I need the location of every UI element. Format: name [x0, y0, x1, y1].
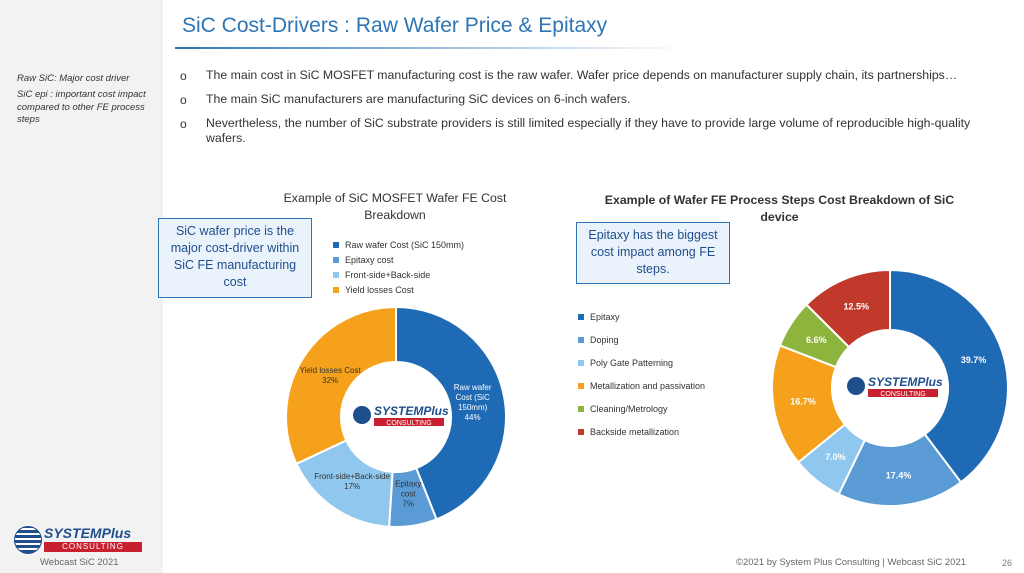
bullet-marker: o	[180, 69, 187, 83]
left-chart-legend-label: Raw wafer Cost (SiC 150mm)	[345, 240, 465, 250]
right-chart-legend-swatch	[578, 429, 584, 435]
bullet-text: The main SiC manufacturers are manufactu…	[206, 92, 631, 106]
left-chart-legend-swatch	[333, 272, 339, 278]
left-chart-legend-item: Yield losses Cost	[333, 285, 464, 295]
title-underline	[175, 47, 685, 49]
chart1-data-label-2: 7.0%	[825, 452, 846, 462]
bullet-marker: o	[180, 117, 187, 131]
chart0-slice-0	[395, 305, 507, 521]
side-note-sic-epi: SiC epi : important cost impact compared…	[17, 89, 146, 125]
page-number: 26	[1002, 558, 1013, 568]
chart1-data-label-1: 17.4%	[886, 471, 912, 481]
logo-consulting-text: CONSULTING	[880, 391, 925, 398]
chart0-slice-3	[285, 305, 397, 466]
left-chart-legend: Raw wafer Cost (SiC 150mm) Epitaxy cost Fr…	[333, 240, 464, 300]
right-chart-legend-label: Backside metallization	[590, 427, 680, 437]
right-chart-legend-item: Metallization and passivation	[578, 381, 705, 391]
left-chart-legend-item: Epitaxy cost	[333, 255, 464, 265]
logo-globe-icon	[14, 526, 42, 554]
right-chart-legend-swatch	[578, 406, 584, 412]
right-chart-legend-label: Epitaxy	[590, 312, 620, 322]
right-callout: Epitaxy has the biggest cost impact amon…	[576, 222, 730, 284]
chart0-data-label-1: Epitaxy cost 7%	[395, 480, 421, 509]
logo-consulting-text: CONSULTING	[386, 420, 431, 427]
bullet-text: Nevertheless, the number of SiC substrat…	[206, 116, 971, 145]
right-chart-legend-label: Cleaning/Metrology	[590, 404, 668, 414]
chart1-center-logo: SYSTEMPlus CONSULTING	[847, 375, 943, 398]
right-chart-legend-item: Backside metallization	[578, 427, 705, 437]
chart0-data-label-2: Front-side+Back-side 17%	[314, 472, 390, 491]
logo-globe-icon	[847, 377, 865, 395]
chart0-data-label-0: Raw wafer Cost (SiC 150mm) 44%	[454, 383, 492, 422]
chart1-data-label-3: 16.7%	[790, 397, 816, 407]
right-chart-legend-label: Metallization and passivation	[590, 381, 706, 391]
bullet-marker: o	[180, 93, 187, 107]
right-chart-legend-swatch	[578, 383, 584, 389]
chart1-data-label-5: 12.5%	[844, 302, 870, 312]
right-chart-legend-label: Poly Gate Patterning	[590, 358, 674, 368]
bullet-list: o The main cost in SiC MOSFET manufacturi…	[178, 68, 998, 155]
bullet-text: The main cost in SiC MOSFET manufacturin…	[206, 68, 958, 82]
logo-wordmark: SYSTEMPlus	[374, 404, 449, 418]
right-chart-legend-item: Poly Gate Patterning	[578, 358, 705, 368]
logo-consulting-bar	[868, 389, 938, 397]
company-logo: SYSTEMPlus CONSULTING	[14, 524, 144, 554]
side-note-raw-sic: Raw SiC: Major cost driver	[17, 73, 130, 84]
right-chart-legend-item: Epitaxy	[578, 312, 705, 322]
right-chart-legend-swatch	[578, 337, 584, 343]
left-chart-title: Example of SiC MOSFET Wafer FE Cost Brea…	[283, 191, 507, 222]
chart1-data-label-0: 39.7%	[961, 355, 987, 365]
right-chart-legend-swatch	[578, 360, 584, 366]
left-chart-legend-label: Yield losses Cost	[345, 285, 414, 295]
logo-globe-icon	[353, 406, 371, 424]
bullet-item: o The main SiC manufacturers are manufact…	[178, 92, 998, 107]
bullet-item: o The main cost in SiC MOSFET manufacturi…	[178, 68, 998, 83]
chart0-center-logo: SYSTEMPlus CONSULTING	[353, 404, 449, 427]
page-title: SiC Cost-Drivers : Raw Wafer Price & Epi…	[182, 14, 608, 37]
right-chart-legend-label: Doping	[590, 335, 619, 345]
left-callout: SiC wafer price is the major cost-driver…	[158, 218, 312, 298]
left-chart-legend-label: Epitaxy cost	[345, 255, 394, 265]
chart1-slice-5	[805, 268, 891, 349]
left-chart-legend-item: Front-side+Back-side	[333, 270, 464, 280]
logo-word-plus: Plus	[101, 525, 132, 541]
chart1-slice-0	[889, 268, 1009, 484]
chart0-data-label-3: Yield losses Cost 32%	[300, 366, 362, 385]
logo-consulting-bar	[374, 418, 444, 426]
logo-word-system: SYSTEM	[44, 525, 102, 541]
chart1-data-label-4: 6.6%	[806, 335, 827, 345]
right-chart-legend-item: Doping	[578, 335, 705, 345]
left-chart-legend-label: Front-side+Back-side	[345, 270, 431, 280]
footer-left: Webcast SiC 2021	[40, 557, 119, 568]
left-chart-legend-swatch	[333, 257, 339, 263]
right-chart-title: Example of Wafer FE Process Steps Cost B…	[604, 193, 955, 224]
left-chart-legend-item: Raw wafer Cost (SiC 150mm)	[333, 240, 464, 250]
footer-right: ©2021 by System Plus Consulting | Webcas…	[736, 557, 967, 568]
right-chart-legend-item: Cleaning/Metrology	[578, 404, 705, 414]
logo-consulting-bar: CONSULTING	[44, 542, 142, 552]
sidebar	[0, 0, 163, 573]
right-chart-legend-swatch	[578, 314, 584, 320]
bullet-item: o Nevertheless, the number of SiC substra…	[178, 116, 998, 146]
logo-wordmark: SYSTEMPlus	[868, 375, 943, 389]
left-chart-legend-swatch	[333, 242, 339, 248]
left-chart-legend-swatch	[333, 287, 339, 293]
right-chart-legend: Epitaxy Doping Poly Gate Patterning Metalli…	[578, 312, 705, 450]
